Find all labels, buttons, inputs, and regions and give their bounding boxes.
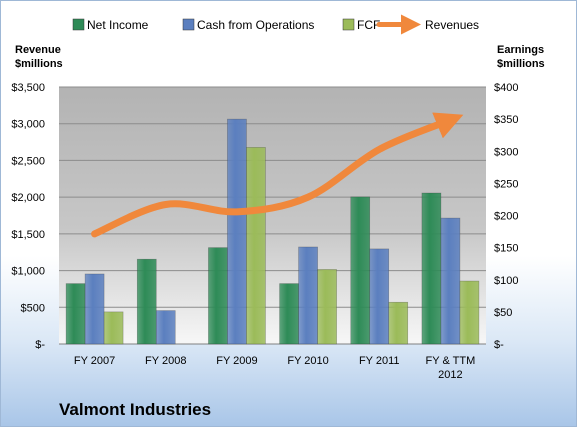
legend-label: Revenues (425, 18, 479, 32)
axis-titles: Revenue $millions Earnings $millions (15, 44, 545, 70)
revenue-series-line (91, 112, 464, 238)
bar (136, 258, 157, 345)
bar (84, 273, 105, 345)
left-axis-tick-label: $1,500 (11, 229, 45, 241)
axes: $- $500 $1,000 $1,500 $2,000 $2,500 $3,000 $3,5… (11, 82, 518, 381)
bar (369, 248, 390, 345)
right-axis-tick-label: $250 (494, 178, 518, 190)
right-axis-tick-label: $50 (494, 307, 512, 319)
left-axis-title: Revenue $millions (15, 44, 63, 70)
category-label: FY 2008 (145, 355, 186, 367)
category-label: FY 2007 (74, 355, 115, 367)
bar (103, 311, 124, 345)
legend-label: FCF (357, 18, 380, 32)
legend-swatch (342, 18, 355, 31)
bar (65, 283, 86, 345)
bar (279, 283, 299, 345)
right-axis-title: Earnings $millions (497, 44, 545, 70)
left-axis-tick-label: $3,000 (11, 119, 45, 131)
bar (421, 192, 442, 345)
left-axis-tick-label: $3,500 (11, 82, 45, 94)
bar (388, 301, 409, 345)
bar (246, 147, 266, 345)
category-label: FY 2010 (287, 355, 328, 367)
category-label: FY 2009 (216, 355, 257, 367)
right-axis-tick-label: $200 (494, 211, 518, 223)
right-axis-tick-label: $- (494, 339, 504, 351)
bar (298, 246, 318, 345)
right-axis-tick-label: $100 (494, 275, 518, 287)
left-axis-tick-label: $2,000 (11, 192, 45, 204)
bar (350, 196, 371, 345)
category-label: FY 2011 (359, 355, 400, 367)
legend-label: Net Income (87, 18, 149, 32)
bar (459, 280, 480, 345)
left-axis-tick-label: $1,000 (11, 266, 45, 278)
right-axis-tick-label: $300 (494, 146, 518, 158)
left-axis-tick-label: $- (35, 339, 45, 351)
bars (65, 118, 480, 345)
right-axis-tick-label: $400 (494, 82, 518, 94)
legend-label: Cash from Operations (197, 18, 314, 32)
left-axis-tick-label: $2,500 (11, 155, 45, 167)
category-label: FY & TTM 2012 (426, 355, 476, 381)
bar (155, 310, 176, 345)
bar (317, 269, 337, 345)
right-axis-tick-label: $350 (494, 114, 518, 126)
left-axis-tick-label: $500 (21, 302, 45, 314)
right-axis-tick-label: $150 (494, 243, 518, 255)
legend: Net Income Cash from Operations FCF Revenue… (72, 14, 479, 35)
gridlines (59, 86, 486, 345)
company-label: Valmont Industries (59, 400, 211, 419)
legend-swatch (182, 18, 195, 31)
legend-swatch (72, 18, 85, 31)
revenue-line (91, 112, 464, 238)
bar (227, 118, 247, 345)
bar (440, 217, 461, 345)
bar (208, 247, 228, 345)
